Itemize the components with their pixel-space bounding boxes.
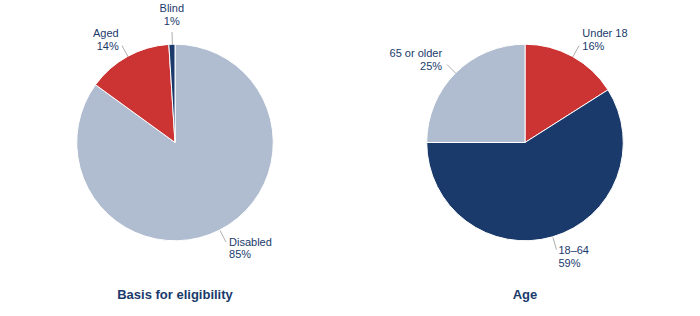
html-text:Basis for eligibility: Basis for eligibility	[117, 287, 233, 302]
html-text:Age: Age	[512, 287, 538, 302]
svg-text:18–6459%: 18–6459%	[558, 244, 589, 269]
svg-text:Aged14%: Aged14%	[93, 27, 119, 52]
svg-text:Blind1%: Blind1%	[160, 2, 184, 27]
svg-text:Under 1816%: Under 1816%	[582, 27, 627, 52]
svg-text:Disabled85%: Disabled85%	[229, 236, 272, 261]
svg-text:65 or older25%: 65 or older25%	[390, 47, 443, 72]
